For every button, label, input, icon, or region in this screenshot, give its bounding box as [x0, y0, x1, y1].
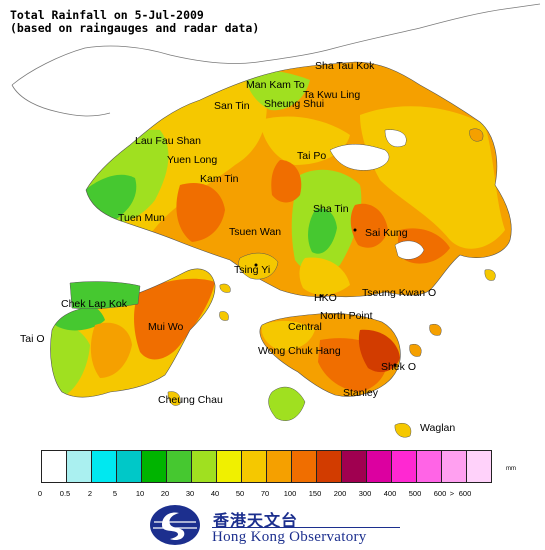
kat-o-islands	[469, 128, 484, 142]
legend-swatch	[416, 450, 442, 483]
tsing-yi-island	[238, 252, 279, 280]
ma-wan-island	[219, 283, 231, 293]
waglan-area-islands	[394, 422, 412, 438]
legend-swatch	[141, 450, 167, 483]
legend-tick-label: 600	[458, 489, 472, 498]
legend-tick-label: 0	[37, 489, 43, 498]
place-label-sha-tin: Sha Tin	[313, 203, 349, 215]
legend-tick-label: 5	[112, 489, 118, 498]
legend-swatch	[41, 450, 67, 483]
tung-lung-island	[409, 344, 422, 357]
place-label-ta-kwu-ling: Ta Kwu Ling	[303, 89, 361, 101]
legend-tick-label: 40	[210, 489, 220, 498]
hko-english-name: Hong Kong Observatory	[212, 529, 367, 545]
rainfall-map	[11, 3, 541, 438]
legend-tick-label: 50	[235, 489, 245, 498]
place-label-cheung-chau: Cheung Chau	[158, 394, 223, 406]
place-label-yuen-long: Yuen Long	[167, 154, 218, 166]
legend-swatch	[91, 450, 117, 483]
legend-swatch	[116, 450, 142, 483]
legend-swatch	[441, 450, 467, 483]
lamma-island	[268, 386, 306, 421]
place-label-tsing-yi: Tsing Yi	[234, 264, 271, 276]
ninepin-islands	[429, 324, 442, 336]
legend-tick-label: 150	[308, 489, 322, 498]
place-label-shek-o: Shek O	[381, 361, 417, 373]
legend-tick-label: 200	[333, 489, 347, 498]
place-label-tai-po: Tai Po	[297, 150, 327, 162]
place-label-sheung-shui: Sheung Shui	[264, 98, 325, 110]
legend-tick-label: 0.5	[59, 489, 71, 498]
plover-cove	[384, 129, 407, 148]
legend-swatch	[466, 450, 492, 483]
legend-swatch	[266, 450, 292, 483]
place-label-san-tin: San Tin	[214, 100, 250, 112]
legend-unit: mm	[506, 466, 516, 472]
place-label-north-point: North Point	[320, 310, 373, 322]
legend-tick-label: 500	[408, 489, 422, 498]
legend-swatch	[191, 450, 217, 483]
legend-tick-label: 300	[358, 489, 372, 498]
legend-tick-label: 70	[260, 489, 270, 498]
place-label-kam-tin: Kam Tin	[200, 173, 239, 185]
legend-swatch	[166, 450, 192, 483]
new-territories-landmass	[86, 62, 512, 297]
legend-swatch	[241, 450, 267, 483]
legend-tick-label: 30	[185, 489, 195, 498]
hko-divider	[212, 527, 400, 528]
place-label-tuen-mun: Tuen Mun	[118, 212, 165, 224]
place-label-tsuen-wan: Tsuen Wan	[229, 226, 282, 238]
legend-tick-label: 20	[160, 489, 170, 498]
cheung-chau-island	[167, 391, 181, 406]
legend-tick-label: 100	[283, 489, 297, 498]
sai-kung-outer-island	[484, 269, 496, 281]
place-label-wong-chuk-hang: Wong Chuk Hang	[258, 345, 341, 357]
port-shelter	[394, 240, 425, 260]
legend-tick-label: 2	[87, 489, 93, 498]
legend-swatch	[216, 450, 242, 483]
place-label-lau-fau-shan: Lau Fau Shan	[135, 135, 201, 147]
place-label-central: Central	[288, 321, 322, 333]
place-label-sha-tau-kok: Sha Tau Kok	[315, 60, 375, 72]
legend-swatch	[341, 450, 367, 483]
legend-swatch	[291, 450, 317, 483]
hko-logo-icon	[150, 505, 200, 545]
legend-tick-label: 600	[433, 489, 447, 498]
place-label-hko: HKO	[314, 292, 337, 304]
place-label-tseung-kwan-o: Tseung Kwan O	[362, 287, 437, 299]
place-label-tai-o: Tai O	[20, 333, 45, 345]
place-label-sai-kung: Sai Kung	[365, 227, 408, 239]
map-title: Total Rainfall on 5-Jul-2009 (based on r…	[10, 9, 259, 35]
place-label-man-kam-to: Man Kam To	[246, 79, 305, 91]
location-markers	[254, 228, 397, 367]
legend-swatch	[316, 450, 342, 483]
chek-lap-kok-island	[69, 281, 141, 310]
title-line-2: (based on raingauges and radar data)	[10, 21, 260, 35]
rainfall-legend	[41, 450, 492, 483]
place-label-chek-lap-kok: Chek Lap Kok	[61, 298, 127, 310]
legend-tick-label: 10	[135, 489, 145, 498]
legend-tick-label: 400	[383, 489, 397, 498]
place-label-waglan: Waglan	[420, 422, 456, 434]
place-label-stanley: Stanley	[343, 387, 379, 399]
legend-swatch	[66, 450, 92, 483]
legend-swatch	[366, 450, 392, 483]
hko-chinese-name: 香港天文台	[213, 511, 299, 530]
legend-swatch	[391, 450, 417, 483]
deep-bay-shore	[11, 84, 111, 117]
legend-tick-label: >	[449, 489, 455, 498]
legend-ticks: 0 0.5 2 5 10 20 30 40 50 70 100 150 200 300 400 500 600 >…	[0, 489, 545, 501]
shenzhen-coastline	[11, 3, 541, 86]
tolo-harbour	[329, 144, 390, 171]
peng-chau-island	[219, 311, 229, 321]
place-label-mui-wo: Mui Wo	[148, 321, 184, 333]
title-line-1: Total Rainfall on 5-Jul-2009	[10, 8, 204, 22]
